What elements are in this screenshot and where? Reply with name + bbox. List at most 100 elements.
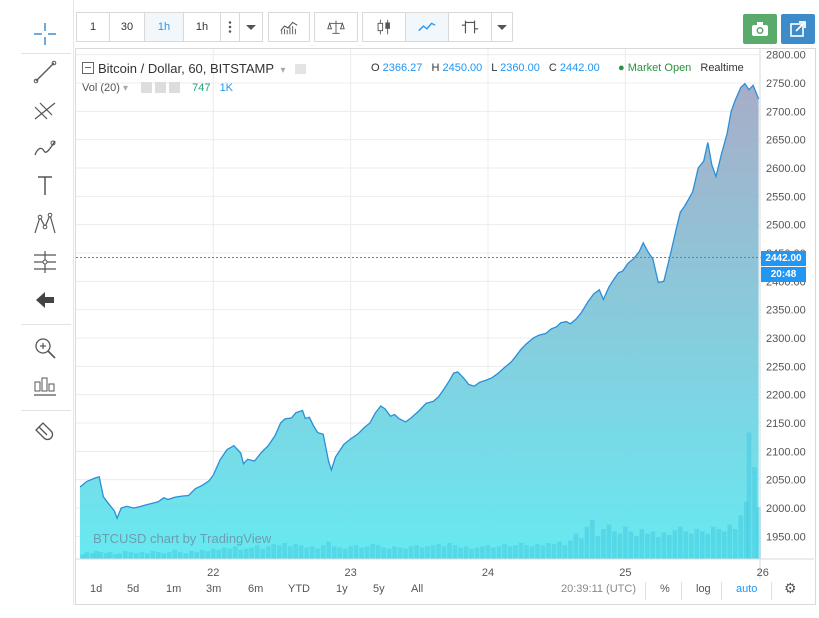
volume-bar xyxy=(743,501,749,559)
interval-1[interactable]: 1 xyxy=(76,12,110,42)
gear-icon[interactable]: ⚙ xyxy=(784,580,797,596)
volume-bar xyxy=(645,533,650,559)
volume-bar xyxy=(738,515,744,559)
prediction-icon[interactable] xyxy=(29,246,61,278)
close-label: C xyxy=(548,62,557,74)
volume-bar xyxy=(113,554,119,559)
volume-bar xyxy=(623,526,628,559)
range-1d[interactable]: 1d xyxy=(90,583,103,595)
volume-bar xyxy=(183,553,189,559)
volume-bar xyxy=(282,542,287,559)
volume-unit: 1K xyxy=(219,82,234,94)
symbol-title[interactable]: Bitcoin / Dollar, 60, BITSTAMP xyxy=(98,61,274,76)
range-5y[interactable]: 5y xyxy=(373,583,385,595)
fib-retracement-icon[interactable] xyxy=(29,94,61,126)
volume-bar xyxy=(298,545,304,559)
market-status-label: Market Open xyxy=(627,62,692,74)
close-value: 2442.00 xyxy=(559,62,600,74)
volume-bar xyxy=(480,546,485,559)
compare-icon[interactable] xyxy=(448,12,492,42)
magnet-icon[interactable] xyxy=(29,418,61,450)
range-6m[interactable]: 6m xyxy=(248,583,264,595)
volume-bar xyxy=(683,531,689,559)
text-icon[interactable] xyxy=(29,170,61,202)
indicators-icon[interactable] xyxy=(314,12,358,42)
volume-bar xyxy=(601,529,606,559)
volume-bar xyxy=(134,553,139,559)
volume-bar xyxy=(672,530,678,559)
collapse-legend-icon[interactable] xyxy=(82,62,94,74)
brush-icon[interactable] xyxy=(29,132,61,164)
volume-bar xyxy=(524,545,529,559)
volume-label[interactable]: Vol (20) xyxy=(82,82,120,94)
volume-bar xyxy=(595,536,601,559)
back-arrow-icon[interactable] xyxy=(29,284,61,316)
range-5d[interactable]: 5d xyxy=(127,583,140,595)
volume-bar xyxy=(430,545,436,559)
volume-bar xyxy=(491,547,496,559)
toolbar-divider xyxy=(73,0,74,605)
symbol-menu-icon[interactable]: ▾ xyxy=(280,65,286,76)
volume-bar xyxy=(573,533,579,559)
camera-icon[interactable] xyxy=(743,14,777,44)
volume-bar xyxy=(502,544,507,559)
volume-bar xyxy=(617,533,623,559)
volume-bar xyxy=(590,519,595,559)
trend-line-icon[interactable] xyxy=(29,56,61,88)
volume-bar xyxy=(419,547,425,559)
volume-bar xyxy=(469,548,474,559)
volume-bar xyxy=(315,548,320,559)
volume-bar xyxy=(353,545,359,559)
interval-dropdown-icon[interactable] xyxy=(239,12,263,42)
volume-bar xyxy=(386,548,392,559)
range-1m[interactable]: 1m xyxy=(166,583,182,595)
candle-icon[interactable] xyxy=(362,12,406,42)
volume-bar xyxy=(458,547,463,559)
auto-scale-toggle[interactable]: auto xyxy=(736,583,758,595)
range-3m[interactable]: 3m xyxy=(206,583,222,595)
volume-bar xyxy=(161,553,167,559)
bar-chart-icon[interactable] xyxy=(268,12,310,42)
percent-toggle[interactable]: % xyxy=(660,583,670,595)
measure-icon[interactable] xyxy=(29,370,61,402)
price-tick-label: 2650.00 xyxy=(766,135,806,147)
zoom-in-icon[interactable] xyxy=(29,332,61,364)
volume-bar xyxy=(90,553,95,559)
volume-close-icon[interactable] xyxy=(169,82,181,93)
log-toggle[interactable]: log xyxy=(696,583,711,595)
volume-menu-icon[interactable]: ▾ xyxy=(122,83,129,94)
drawing-toolbar xyxy=(19,10,71,460)
interval-1h-active[interactable]: 1h xyxy=(144,12,184,42)
pattern-icon[interactable] xyxy=(29,208,61,240)
crosshair-icon[interactable] xyxy=(29,18,61,50)
range-ytd[interactable]: YTD xyxy=(288,583,310,595)
price-tick-label: 2800.00 xyxy=(766,50,806,62)
volume-bar xyxy=(535,544,540,559)
bar-countdown-label: 20:48 xyxy=(761,267,806,282)
price-tick-label: 2100.00 xyxy=(766,446,806,458)
utc-clock[interactable]: 20:39:11 (UTC) xyxy=(561,583,636,595)
price-tick-label: 2250.00 xyxy=(766,361,806,373)
volume-settings-icon[interactable] xyxy=(155,82,167,93)
more-dots-icon[interactable] xyxy=(220,12,240,42)
area-chart-icon[interactable] xyxy=(405,12,449,42)
price-chart[interactable]: 1950.00 2000.00 2050.00 2100.00 2150.00 2200.… xyxy=(76,49,814,579)
volume-hide-icon[interactable] xyxy=(141,82,153,93)
time-tick-label: 25 xyxy=(619,567,631,579)
chart-type-dropdown-icon[interactable] xyxy=(491,12,513,42)
volume-bar xyxy=(128,552,134,559)
range-1y[interactable]: 1y xyxy=(336,583,348,595)
volume-bar xyxy=(254,545,260,559)
interval-30[interactable]: 30 xyxy=(109,12,145,42)
volume-bar xyxy=(756,507,761,559)
popout-icon[interactable] xyxy=(781,14,815,44)
volume-bar xyxy=(557,541,562,559)
volume-bar xyxy=(107,552,113,559)
volume-bar xyxy=(727,524,733,559)
interval-1h[interactable]: 1h xyxy=(183,12,221,42)
volume-bar xyxy=(414,545,419,559)
range-all[interactable]: All xyxy=(411,583,424,595)
symbol-settings-icon[interactable] xyxy=(295,64,307,74)
price-tick-label: 1950.00 xyxy=(766,531,806,543)
